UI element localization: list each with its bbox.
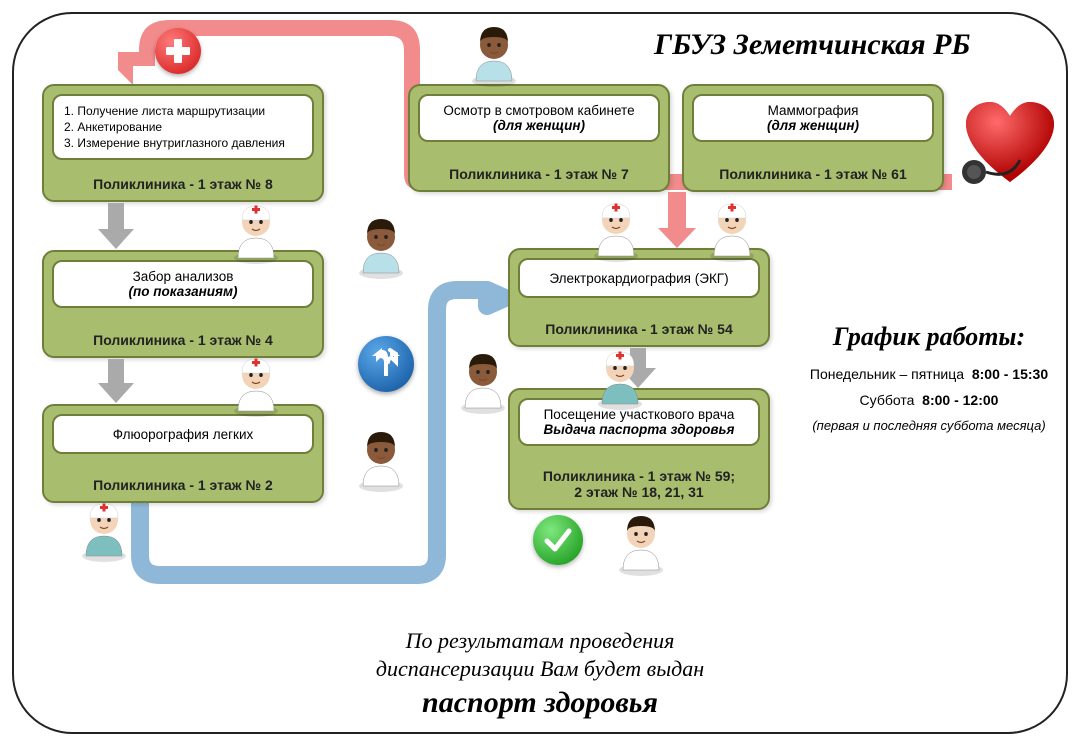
schedule-weekdays: Понедельник – пятница 8:00 - 15:30	[800, 366, 1058, 382]
avatar-icon	[590, 198, 642, 264]
avatar-icon	[594, 346, 646, 412]
node-sub: (по показаниям)	[129, 284, 238, 299]
node-location: Поликлиника - 1 этаж № 4	[44, 332, 322, 348]
page-title: ГБУЗ Земетчинская РБ	[654, 28, 970, 62]
avatar-icon	[78, 498, 130, 564]
node-sub: Выдача паспорта здоровья	[544, 422, 735, 437]
avatar-icon	[230, 353, 282, 419]
node-list-line: 1. Получение листа маршрутизации	[64, 103, 265, 119]
node-n2: Забор анализов(по показаниям) Поликлиника…	[42, 250, 324, 358]
node-main: Маммография	[768, 103, 859, 118]
node-sub: (для женщин)	[767, 118, 859, 133]
node-n1: 1. Получение листа маршрутизации2. Анкет…	[42, 84, 324, 202]
node-location: Поликлиника - 1 этаж № 54	[510, 321, 768, 337]
avatar-icon	[355, 215, 407, 281]
node-n5: Маммография(для женщин) Поликлиника - 1 э…	[682, 84, 944, 192]
schedule-title: График работы:	[800, 322, 1058, 352]
avatar-icon	[706, 198, 758, 264]
node-main: Электрокардиография (ЭКГ)	[549, 271, 728, 286]
node-sub: (для женщин)	[493, 118, 585, 133]
schedule-saturday: Суббота 8:00 - 12:00	[800, 392, 1058, 408]
schedule-note: (первая и последняя суббота месяца)	[800, 418, 1058, 433]
node-main: Забор анализов	[133, 269, 234, 284]
footer-line2: диспансеризации Вам будет выдан	[0, 655, 1080, 683]
footer-line1: По результатам проведения	[0, 627, 1080, 655]
node-location: Поликлиника - 1 этаж № 8	[44, 176, 322, 192]
schedule: График работы: Понедельник – пятница 8:0…	[800, 322, 1058, 433]
arrow-women-ekg	[668, 192, 686, 230]
avatar-icon	[468, 23, 520, 89]
node-main: Осмотр в смотровом кабинете	[443, 103, 634, 118]
node-location: Поликлиника - 1 этаж № 2	[44, 477, 322, 493]
footer: По результатам проведения диспансеризаци…	[0, 627, 1080, 720]
node-location: Поликлиника - 1 этаж № 7	[410, 166, 668, 182]
avatar-icon	[355, 428, 407, 494]
node-main: Флюорография легких	[113, 427, 254, 442]
node-n4: Осмотр в смотровом кабинете(для женщин) П…	[408, 84, 670, 192]
avatar-icon	[615, 512, 667, 578]
avatar-icon	[230, 200, 282, 266]
heart-icon	[960, 100, 1060, 190]
check-icon	[533, 515, 583, 565]
node-location: Поликлиника - 1 этаж № 59;2 этаж № 18, 2…	[510, 468, 768, 500]
node-list-line: 2. Анкетирование	[64, 119, 162, 135]
avatar-icon	[457, 350, 509, 416]
node-location: Поликлиника - 1 этаж № 61	[684, 166, 942, 182]
node-list-line: 3. Измерение внутриглазного давления	[64, 135, 285, 151]
direction-sign-icon	[358, 336, 414, 392]
arrow-n1-n2	[108, 203, 124, 231]
footer-big: паспорт здоровья	[0, 686, 1080, 720]
arrow-n2-n3	[108, 359, 124, 385]
medical-cross-icon	[155, 28, 201, 74]
